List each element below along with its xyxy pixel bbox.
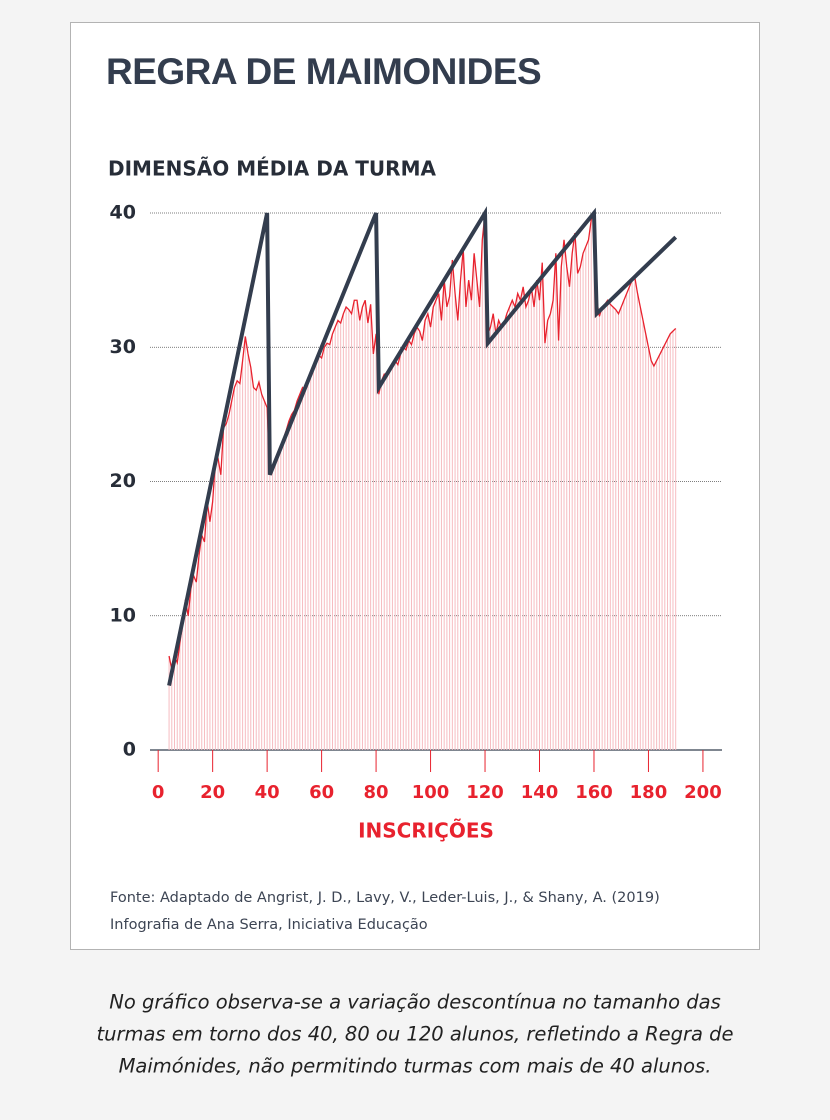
x-tick-label: 120 (466, 782, 504, 803)
y-tick-label: 10 (110, 604, 136, 626)
x-tick-label: 20 (200, 782, 225, 803)
x-tick-label: 100 (412, 782, 450, 803)
y-axis-label: DIMENSÃO MÉDIA DA TURMA (108, 157, 436, 181)
y-tick-label: 0 (123, 739, 136, 761)
y-tick-label: 30 (110, 336, 136, 358)
x-tick-label: 80 (364, 782, 389, 803)
y-tick-label: 20 (110, 470, 136, 492)
x-tick-label: 200 (684, 782, 722, 803)
caption: turmas em torno dos 40, 80 ou 120 alunos… (96, 1023, 733, 1046)
series-line (167, 206, 678, 686)
x-tick-label: 60 (309, 782, 334, 803)
chart-title: REGRA DE MAIMONIDES (106, 51, 541, 92)
x-tick-label: 180 (630, 782, 668, 803)
credit: Infografia de Ana Serra, Iniciativa Educ… (110, 917, 428, 933)
y-tick-label: 40 (110, 202, 136, 224)
source: Fonte: Adaptado de Angrist, J. D., Lavy,… (110, 890, 660, 906)
x-tick-label: 0 (152, 782, 165, 803)
caption: No gráfico observa-se a variação descont… (109, 991, 721, 1014)
x-tick-label: 40 (255, 782, 280, 803)
x-axis-label: INSCRIÇÕES (358, 819, 494, 843)
x-tick-label: 160 (575, 782, 613, 803)
caption: Maimónides, não permitindo turmas com ma… (119, 1055, 712, 1078)
x-tick-label: 140 (521, 782, 559, 803)
series-line (168, 212, 677, 670)
card (70, 22, 760, 950)
